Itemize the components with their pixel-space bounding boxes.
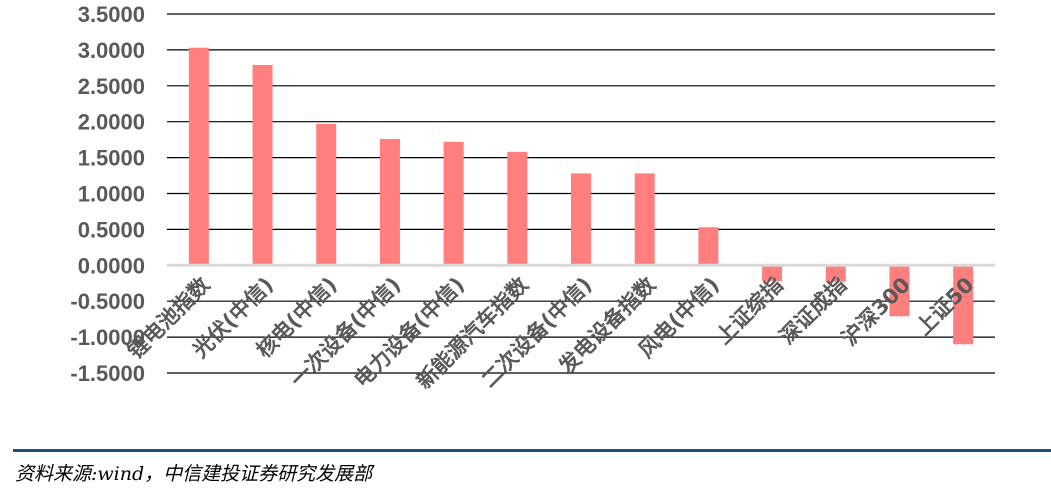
bar [953,265,974,345]
footer-divider [13,449,1051,452]
bar [634,173,655,266]
bar [188,47,209,266]
y-tick-label: 2.0000 [78,110,145,135]
bar [379,138,400,266]
bar [507,151,528,266]
y-tick-label: 0.0000 [78,253,145,278]
bar [443,141,464,266]
x-category-label: 电力设备(中信) [350,273,470,393]
y-tick-label: 0.5000 [78,217,145,242]
bar [825,265,846,282]
bar [316,123,337,266]
source-note: 资料来源:wind，中信建投证券研究发展部 [15,463,373,485]
bar [762,265,783,282]
x-category-label: 二次设备(中信) [477,273,597,393]
bar-chart: 3.5000 3.0000 2.5000 2.0000 1.5000 1.0000 0.50… [70,2,995,394]
bar [889,265,910,317]
y-tick-label: 1.5000 [78,146,145,171]
bar [252,64,273,266]
y-tick-label: -1.5000 [70,361,145,386]
x-category-label: 新能源汽车指数 [412,272,534,394]
bar [571,173,591,266]
y-tick-label: 1.0000 [78,182,145,207]
y-tick-label: -1.0000 [70,325,145,350]
x-category-label: 一次设备(中信) [286,273,406,393]
y-tick-label: 2.5000 [78,74,145,99]
y-tick-label: -0.5000 [70,289,145,314]
y-tick-label: 3.5000 [78,2,145,27]
y-tick-label: 3.0000 [78,38,145,63]
bar [698,227,719,266]
